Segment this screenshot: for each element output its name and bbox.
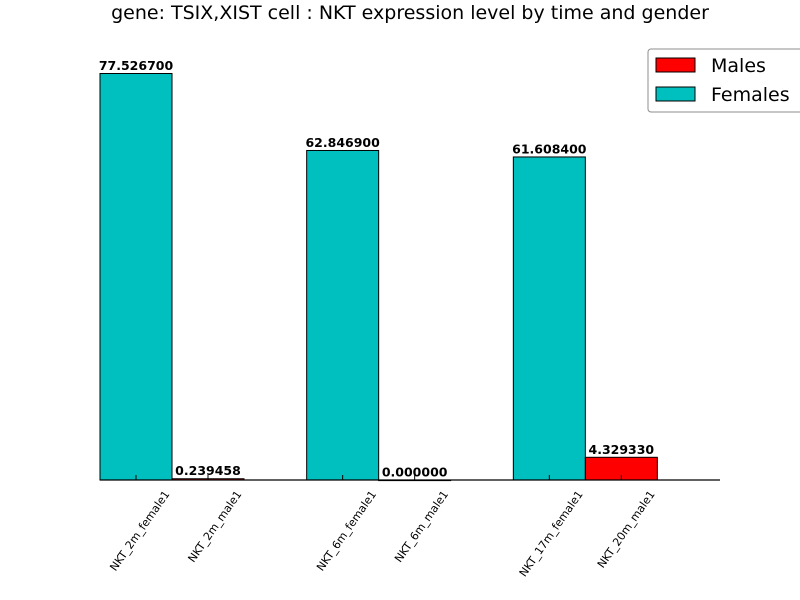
legend-label-males: Males	[711, 55, 766, 77]
data-label: 0.000000	[382, 465, 448, 480]
data-label: 77.526700	[99, 58, 174, 73]
x-tick-label: NKT_20m_male1	[595, 488, 658, 570]
x-tick-label: NKT_2m_male1	[185, 488, 244, 565]
chart-title: gene: TSIX,XIST cell : NKT expression le…	[111, 2, 709, 24]
legend-items: Males Females	[655, 55, 790, 106]
bar-nkt-2m-female1	[99, 73, 173, 481]
data-label: 62.846900	[305, 135, 380, 150]
x-tick-label: NKT_17m_female1	[517, 488, 586, 579]
x-tick-label: NKT_6m_male1	[392, 488, 451, 565]
legend-swatch-males	[655, 57, 696, 73]
data-label: 0.239458	[175, 463, 241, 478]
bars-layer: 77.526700 0.239458 62.846900 0.000000 61.608…	[99, 58, 658, 482]
x-tick-label: NKT_6m_female1	[314, 488, 379, 573]
bar-nkt-6m-female1	[306, 149, 380, 481]
data-label: 4.329330	[589, 442, 655, 457]
legend-label-females: Females	[711, 84, 790, 106]
data-label: 61.608400	[512, 141, 587, 156]
x-tick-label: NKT_2m_female1	[107, 488, 172, 573]
bar-nkt-17m-female1	[512, 156, 586, 481]
legend-swatch-females	[655, 86, 696, 102]
x-axis: NKT_2m_female1 NKT_2m_male1 NKT_6m_female1…	[100, 475, 720, 579]
legend: Males Females	[647, 48, 800, 113]
